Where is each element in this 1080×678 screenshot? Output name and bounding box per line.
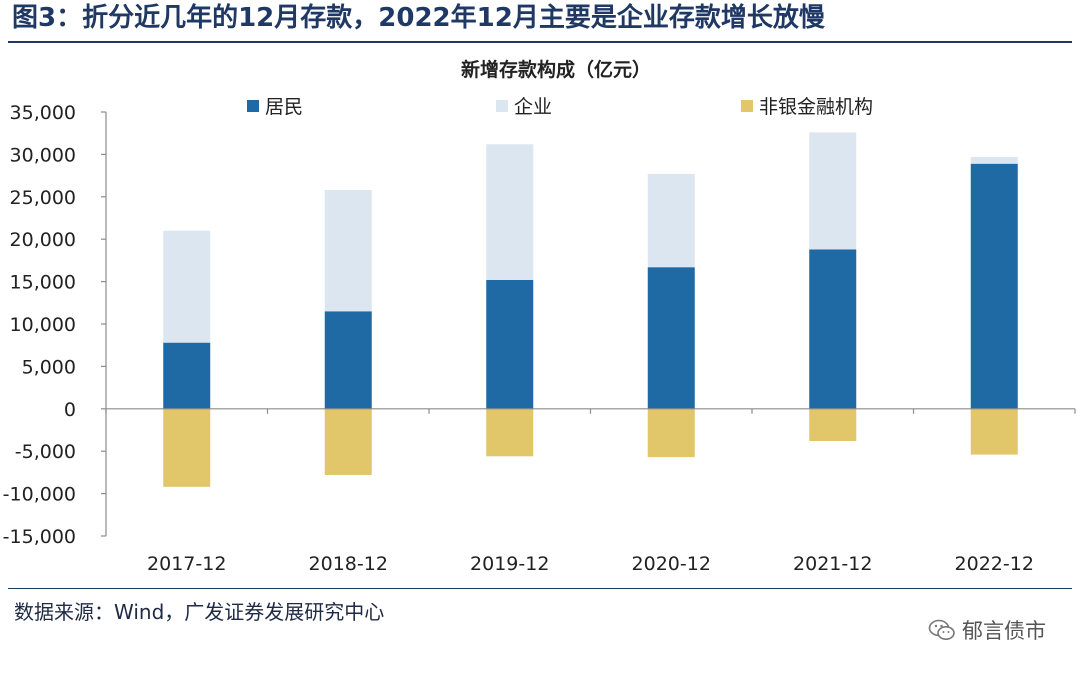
bar-2017-12-series-2 — [163, 408, 211, 487]
legend-swatch-2 — [741, 100, 753, 112]
bar-2021-12-series-0 — [809, 249, 857, 409]
y-tick-label: -5,000 — [15, 441, 76, 463]
bar-2019-12-series-1 — [486, 144, 534, 280]
stacked-bar-chart: 新增存款构成（亿元） 35,000 30,000 25,000 20,000 15,00… — [3, 58, 1076, 575]
legend-swatch-1 — [496, 100, 508, 112]
legend-label: 非银金融机构 — [759, 96, 873, 118]
y-tick-label: -10,000 — [3, 484, 76, 506]
source-note: 数据来源：Wind，广发证券发展研究中心 — [14, 600, 385, 624]
bar-2021-12-series-1 — [809, 132, 857, 250]
title-divider — [8, 41, 1072, 43]
bar-2022-12-series-2 — [970, 408, 1018, 455]
bar-2022-12-series-1 — [970, 156, 1018, 164]
bar-2020-12-series-2 — [647, 408, 695, 458]
bar-2018-12-series-2 — [324, 408, 372, 475]
bar-2021-12-series-2 — [809, 408, 857, 442]
watermark: 郁言债市 — [928, 615, 1046, 645]
y-tick-label: 30,000 — [10, 144, 76, 166]
watermark-text: 郁言债市 — [962, 619, 1046, 643]
legend-swatch-0 — [247, 100, 259, 112]
y-tick-label: 35,000 — [10, 102, 76, 124]
plot-area: 35,000 30,000 25,000 20,000 15,000 10,000 5,00… — [3, 96, 1076, 575]
y-tick-label: 0 — [64, 399, 76, 421]
figure-title: 图3：折分近几年的12月存款，2022年12月主要是企业存款增长放慢 — [12, 3, 825, 33]
bar-2020-12-series-0 — [647, 267, 695, 409]
bar-2017-12-series-0 — [163, 342, 211, 409]
x-tick-label: 2019-12 — [470, 553, 549, 575]
bar-2018-12-series-0 — [324, 311, 372, 409]
x-tick-label: 2021-12 — [793, 553, 872, 575]
bar-2019-12-series-0 — [486, 279, 534, 409]
bar-2022-12-series-0 — [970, 163, 1018, 409]
y-tick-label: 5,000 — [22, 356, 76, 378]
y-tick-label: 10,000 — [10, 314, 76, 336]
bar-2017-12-series-1 — [163, 230, 211, 343]
legend-label: 居民 — [265, 96, 303, 118]
x-tick-label: 2018-12 — [309, 553, 388, 575]
bar-2018-12-series-1 — [324, 190, 372, 312]
bar-2019-12-series-2 — [486, 408, 534, 457]
x-tick-label: 2017-12 — [147, 553, 226, 575]
y-tick-label: 25,000 — [10, 187, 76, 209]
y-tick-label: 15,000 — [10, 272, 76, 294]
x-tick-label: 2020-12 — [632, 553, 711, 575]
bar-2020-12-series-1 — [647, 173, 695, 268]
legend-label: 企业 — [514, 96, 552, 118]
y-tick-label: -15,000 — [3, 526, 76, 548]
chart-title: 新增存款构成（亿元） — [461, 58, 651, 81]
wechat-icon — [928, 619, 955, 640]
footer-divider — [8, 588, 1072, 589]
y-tick-label: 20,000 — [10, 229, 76, 251]
x-tick-label: 2022-12 — [955, 553, 1034, 575]
